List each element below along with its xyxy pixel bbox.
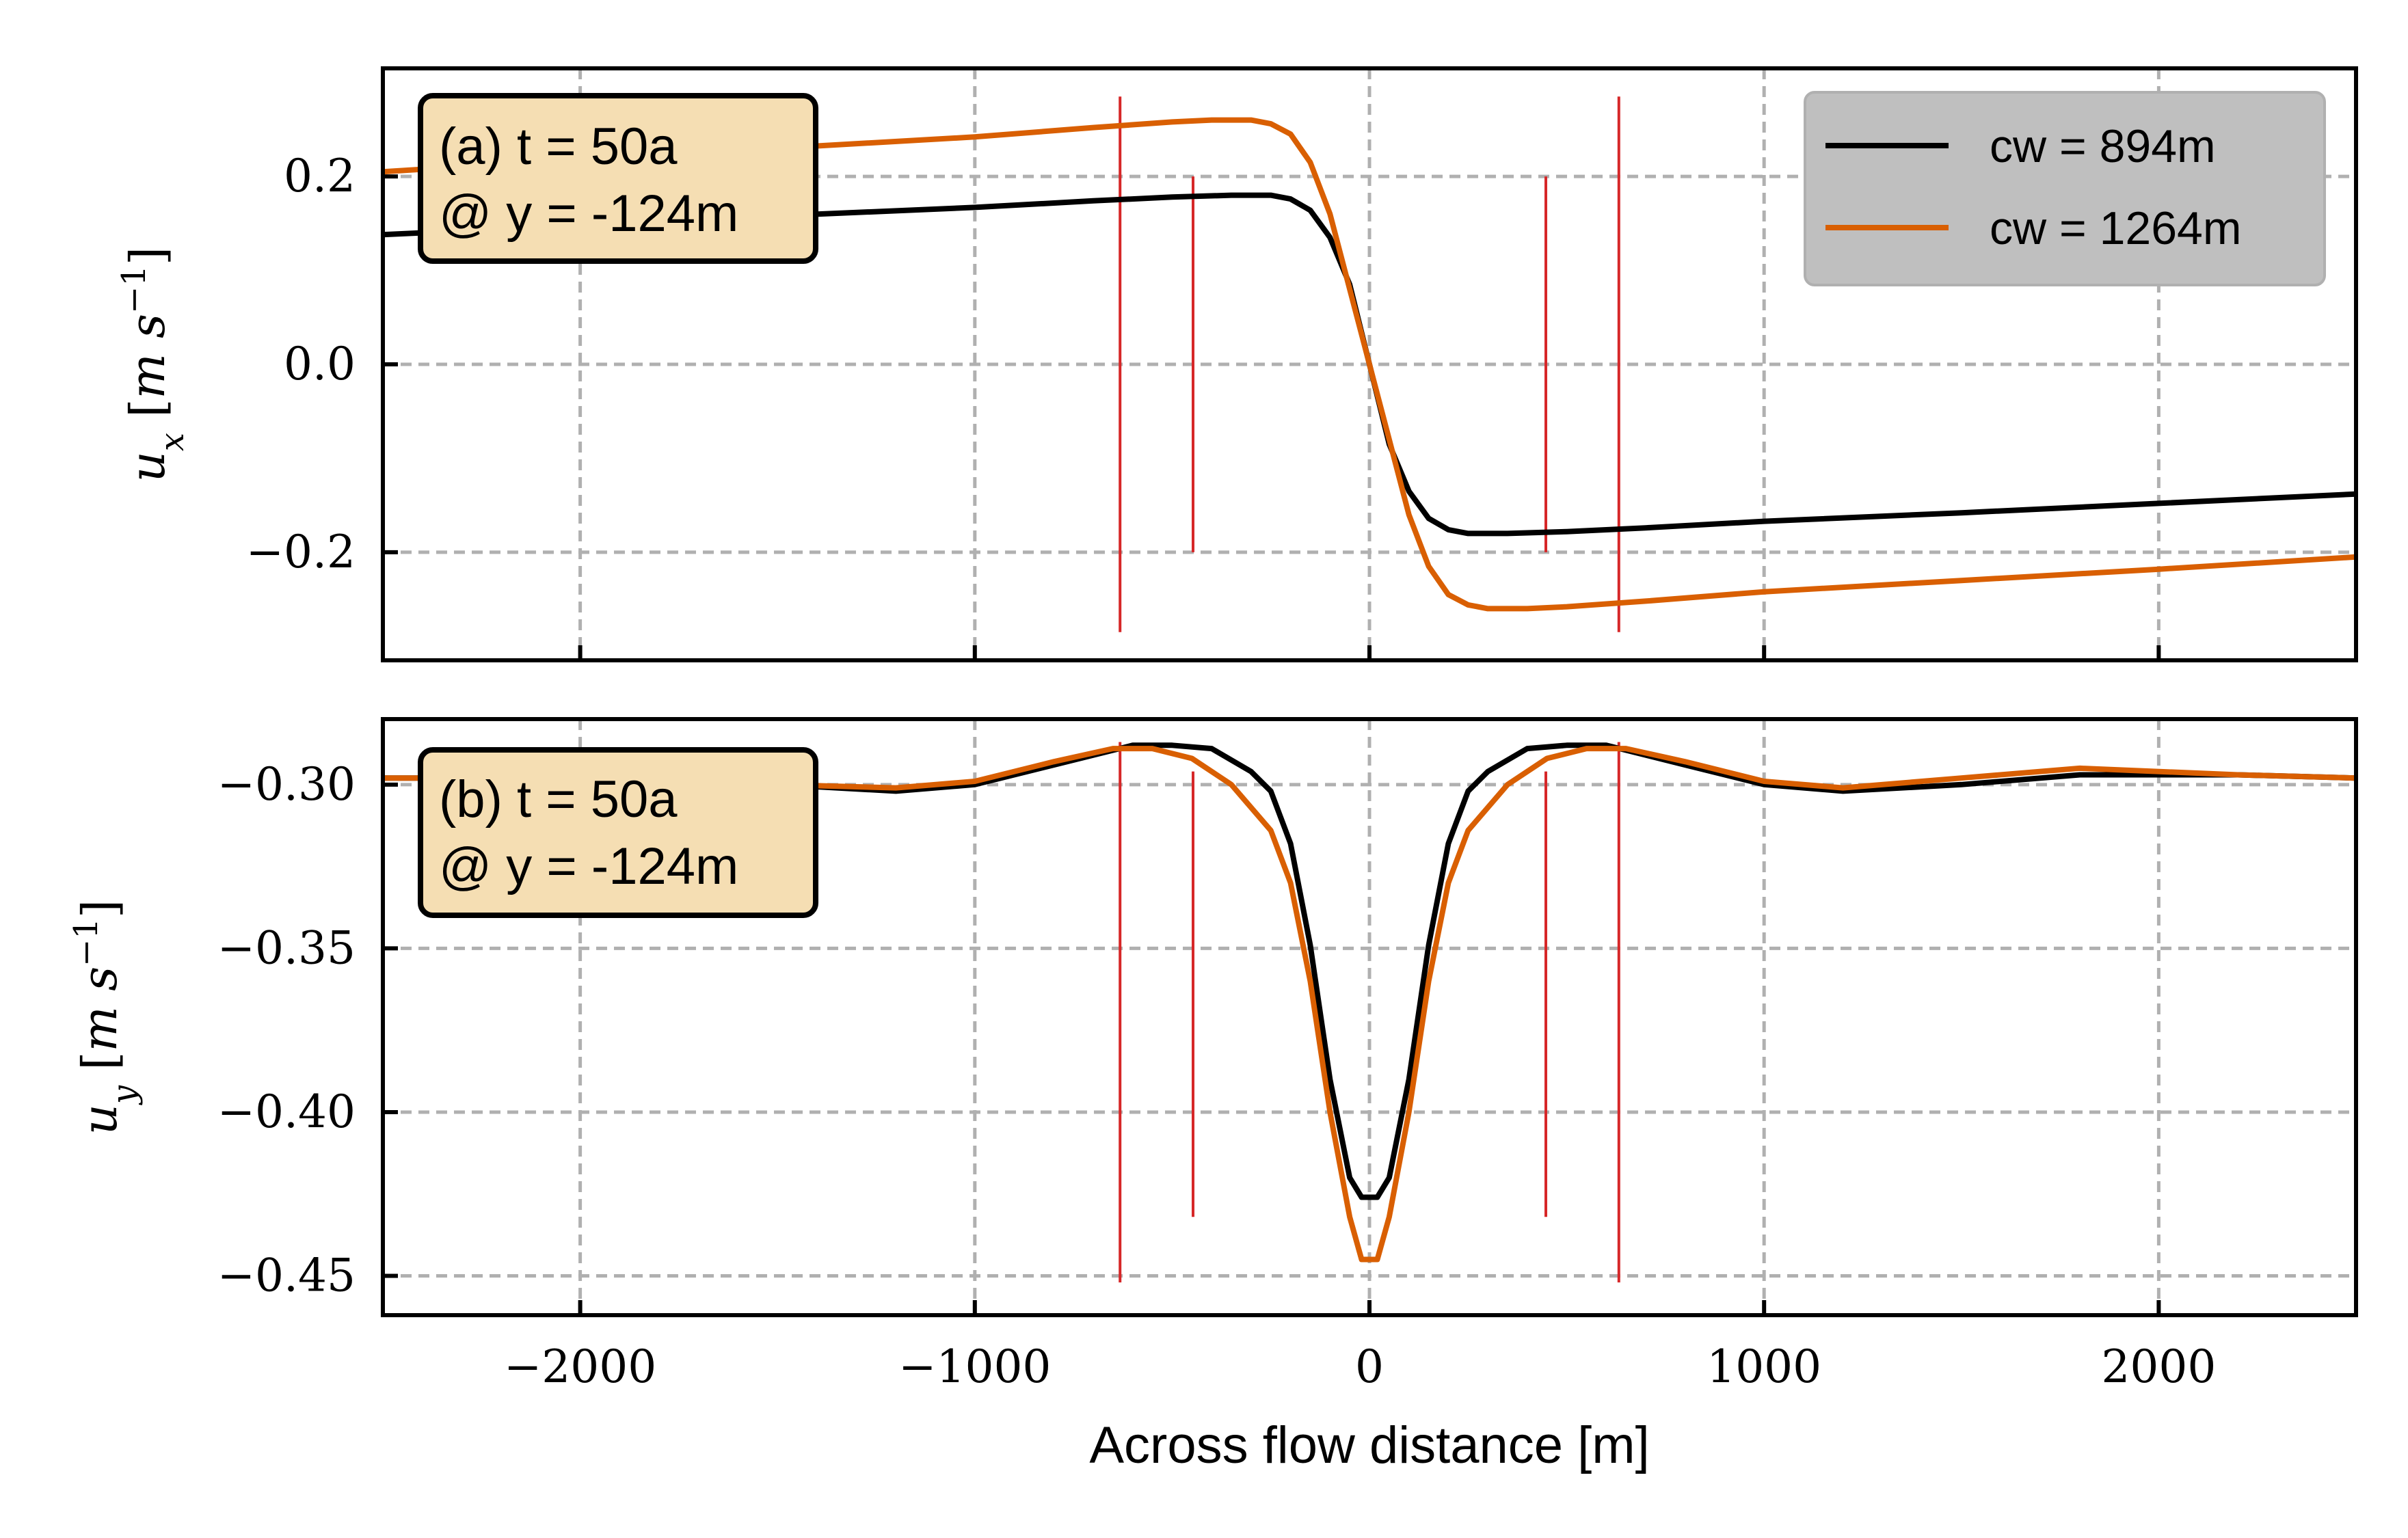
panel-b-ylabel-base: u (72, 1104, 128, 1135)
panel-a-ylabel-sub: x (153, 433, 191, 451)
panel-b-frame (381, 717, 2358, 1317)
panel-b-ylabel-exp: −1 (67, 918, 105, 967)
y-tick-label-3: −0.45 (217, 1250, 356, 1302)
x-tick-label-2: 0 (1355, 1340, 1384, 1393)
legend-box (1804, 91, 2326, 286)
panel-b-ylabel-open: [ (72, 1051, 128, 1085)
panel-b: −2000 −1000 0 1000 2000−0.30−0.35−0.40−0.45 … (67, 717, 2358, 1474)
x-tick-label-4: 2000 (2101, 1340, 2216, 1393)
panel-a-ylabel-m: m (120, 353, 176, 399)
panel-b-ylabel-close: ] (72, 900, 128, 918)
series-line-1 (383, 746, 2356, 1263)
y-tick-label-0: −0.30 (217, 758, 356, 811)
y-tick-label-2: −0.40 (217, 1085, 356, 1138)
panel-b-label-bg (418, 747, 818, 918)
panel-a: −0.2 0.0 0.2 (a) t = 50a @ y = -124m cw = … (115, 66, 2358, 662)
panel-b-label-box: (b) t = 50a @ y = -124m (418, 747, 818, 918)
panel-a-label-line2: @ y = -124m (439, 185, 738, 243)
x-tick-label-1: −1000 (898, 1340, 1051, 1393)
panel-a-ylabel-s: s (120, 314, 176, 353)
panel-a-ylabel-close: ] (120, 247, 176, 265)
panel-a-label-line1: (a) t = 50a (439, 118, 678, 176)
panel-a-ylabel-exp: −1 (115, 265, 153, 314)
x-tick-label-3: 1000 (1707, 1340, 1821, 1393)
panel-b-ylabel: uy [m s−1] (67, 900, 144, 1135)
panel-b-ylabel-s: s (72, 967, 128, 1006)
panel-b-label-line1: (b) t = 50a (439, 770, 678, 828)
x-tick-label-0: −2000 (504, 1340, 656, 1393)
series-line-0 (383, 742, 2356, 1200)
panel-b-ylabel-m: m (72, 1006, 128, 1051)
y-tick-label-1: 0.0 (284, 338, 356, 390)
panel-a-vlines (1119, 96, 1620, 632)
panel-a-ticks: −0.2 0.0 0.2 (246, 150, 2161, 660)
panel-b-vlines (1119, 742, 1620, 1283)
panel-a-frame (381, 66, 2358, 662)
x-axis-title: Across flow distance [m] (1089, 1416, 1649, 1474)
series-line-1 (383, 117, 2356, 612)
panel-a-ylabel-open: [ (120, 399, 176, 433)
y-tick-label-1: −0.35 (217, 921, 356, 974)
panel-a-plot-area (383, 96, 2356, 632)
panel-b-lines (383, 742, 2356, 1263)
panel-b-label-line2: @ y = -124m (439, 837, 738, 895)
legend-entry-894: cw = 894m (1990, 120, 2216, 172)
legend-entry-1264: cw = 1264m (1990, 202, 2242, 254)
panel-a-ylabel-base: u (120, 451, 176, 482)
panel-a-ylabel: ux [m s−1] (115, 247, 191, 482)
panel-b-ticks: −2000 −1000 0 1000 2000 −0.30 −0.35 −0.40 −0.45 (217, 758, 2217, 1393)
legend: cw = 894m cw = 1264m (1804, 91, 2326, 286)
y-tick-label-2: 0.2 (284, 150, 356, 202)
panel-b-ylabel-sub: y (105, 1085, 144, 1105)
panel-a-label-bg (418, 93, 818, 264)
y-tick-label-0: −0.2 (246, 526, 356, 578)
panel-a-lines (383, 117, 2356, 612)
panel-b-plot-area (383, 742, 2356, 1283)
panel-a-label-box: (a) t = 50a @ y = -124m (418, 93, 818, 264)
